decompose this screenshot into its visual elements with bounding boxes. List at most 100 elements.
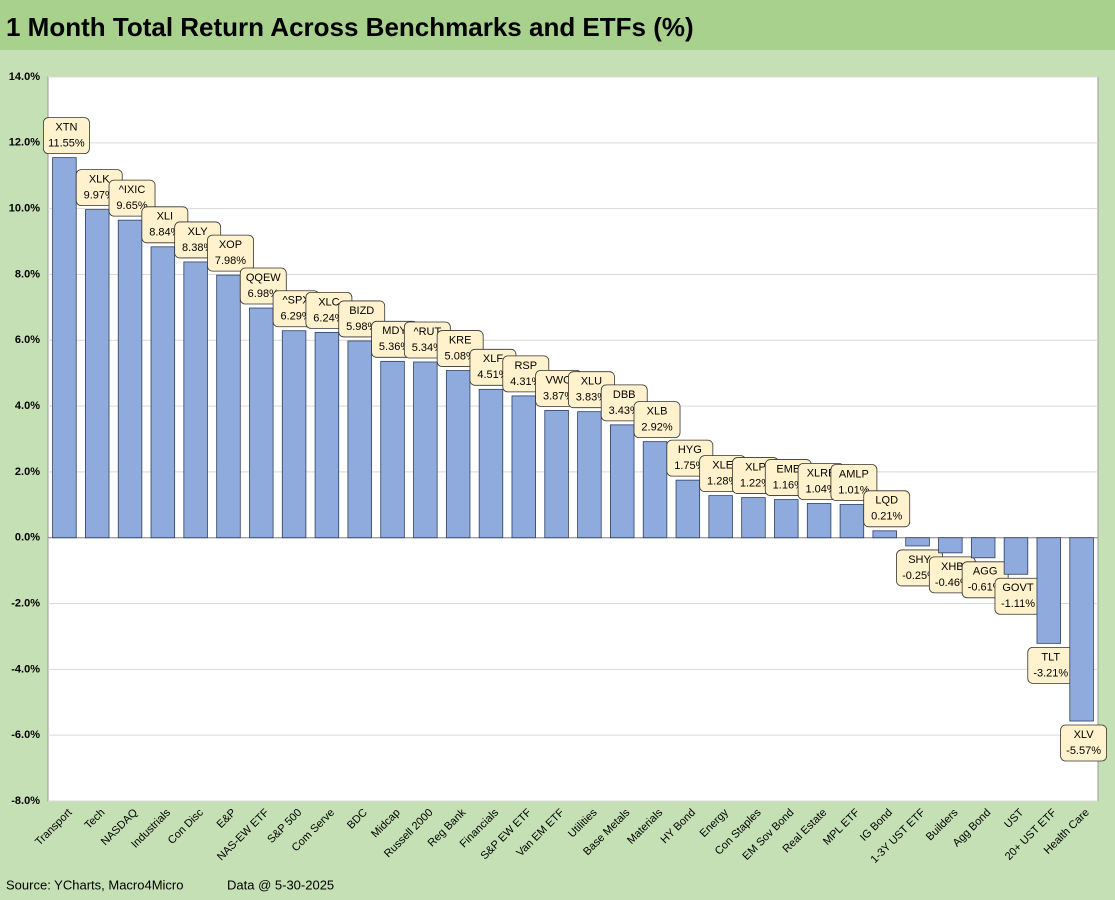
data-label-ticker: XOP [219, 239, 242, 251]
bar [970, 537, 996, 559]
data-label-box [633, 401, 681, 439]
y-tick-label: -8.0% [11, 795, 40, 807]
data-label-ticker: XTN [55, 122, 77, 134]
data-label: 1.16% [773, 479, 804, 491]
data-label: 5.08% [445, 350, 476, 362]
data-label-ticker: XLK [89, 174, 110, 186]
bar [741, 497, 766, 539]
data-label: 1.75% [674, 460, 705, 472]
data-label: 1.04% [805, 483, 836, 495]
data-label-ticker: XHB [941, 561, 964, 573]
data-label: -0.61% [968, 582, 1003, 594]
data-label-ticker: RSP [514, 360, 537, 372]
data-label: 8.84% [149, 227, 180, 239]
data-label: -1.11% [1001, 598, 1035, 610]
data-label-ticker: GOVT [1002, 582, 1033, 594]
data-label-ticker: QQEW [246, 272, 281, 284]
data-label: 6.29% [280, 311, 311, 323]
bar [445, 370, 471, 539]
bar [544, 409, 569, 539]
data-label-ticker: XLC [318, 296, 339, 308]
data-label-ticker: AGG [973, 566, 997, 578]
bar [413, 361, 438, 539]
bar [577, 411, 602, 539]
data-label: 3.43% [609, 405, 640, 417]
data-label-ticker: XLB [647, 406, 668, 418]
data-label-box [1060, 724, 1107, 762]
data-label: 3.87% [543, 390, 574, 402]
bar [216, 274, 241, 539]
data-label-ticker: ^SPX [283, 295, 311, 307]
bar [511, 395, 536, 539]
y-tick-label: 4.0% [15, 400, 40, 412]
data-label: 2.92% [641, 422, 672, 434]
data-label: 9.65% [116, 200, 147, 212]
data-label: 11.55% [48, 138, 85, 150]
y-tick-label: -2.0% [11, 597, 40, 609]
bar [1036, 537, 1061, 644]
bar [478, 388, 504, 539]
bar [774, 499, 799, 539]
data-label: 9.97% [84, 190, 115, 202]
data-label-ticker: AMLP [839, 468, 869, 480]
data-label-box [863, 490, 911, 528]
data-label-ticker: SHY [908, 554, 931, 566]
data-label-ticker: VWO [545, 374, 572, 386]
bar [117, 219, 143, 539]
y-tick-label: 0.0% [15, 532, 40, 544]
data-label-ticker: ^IXIC [119, 184, 146, 196]
y-tick-label: 12.0% [9, 137, 40, 149]
data-label: -0.46% [935, 577, 970, 589]
data-label: 4.51% [477, 369, 508, 381]
data-label: 4.31% [510, 376, 541, 388]
data-label-ticker: BIZD [349, 305, 374, 317]
data-label: 1.28% [707, 476, 738, 488]
bar [1069, 537, 1094, 722]
bar [938, 537, 963, 554]
y-tick-label: 2.0% [15, 466, 40, 478]
bar [150, 246, 176, 539]
data-label-ticker: XLP [745, 461, 766, 473]
chart-title: 1 Month Total Return Across Benchmarks a… [6, 12, 694, 42]
y-tick-label: 10.0% [9, 203, 40, 215]
data-label-ticker: XLU [581, 376, 602, 388]
data-label-ticker: HYG [678, 444, 702, 456]
data-label-ticker: DBB [613, 389, 636, 401]
bar [1003, 537, 1029, 575]
data-label: 0.21% [871, 511, 902, 523]
bar [839, 504, 865, 539]
y-tick-label: 14.0% [9, 71, 40, 83]
data-label-ticker: LQD [875, 495, 898, 507]
bar [642, 441, 668, 539]
data-label-ticker: XLF [483, 353, 503, 365]
data-label-box [207, 234, 254, 272]
data-label: 3.83% [576, 392, 607, 404]
data-label-ticker: XLY [188, 226, 209, 238]
bar [347, 340, 372, 539]
data-label-ticker: TLT [1041, 651, 1060, 663]
data-label: 1.22% [740, 477, 771, 489]
data-label: 5.98% [346, 321, 377, 333]
data-label: 6.24% [313, 312, 344, 324]
data-label: 1.01% [838, 484, 869, 496]
y-tick-label: -4.0% [11, 663, 40, 675]
bar [806, 503, 832, 539]
bar [380, 360, 405, 539]
bar [314, 331, 340, 539]
data-label-box [830, 464, 878, 501]
bar [249, 307, 274, 539]
data-label: -0.25% [902, 570, 937, 582]
bar [183, 261, 208, 539]
data-label: -3.21% [1033, 667, 1068, 679]
data-label-box [43, 117, 90, 155]
y-tick-label: -6.0% [11, 729, 40, 741]
y-tick-label: 6.0% [15, 334, 40, 346]
date-note: Data @ 5-30-2025 [227, 877, 334, 892]
bar [675, 479, 701, 539]
bar [610, 424, 635, 539]
data-label: 5.34% [412, 342, 443, 354]
y-tick-label: 8.0% [15, 268, 40, 280]
data-label-ticker: XLE [712, 460, 733, 472]
data-label: 6.98% [248, 288, 279, 300]
